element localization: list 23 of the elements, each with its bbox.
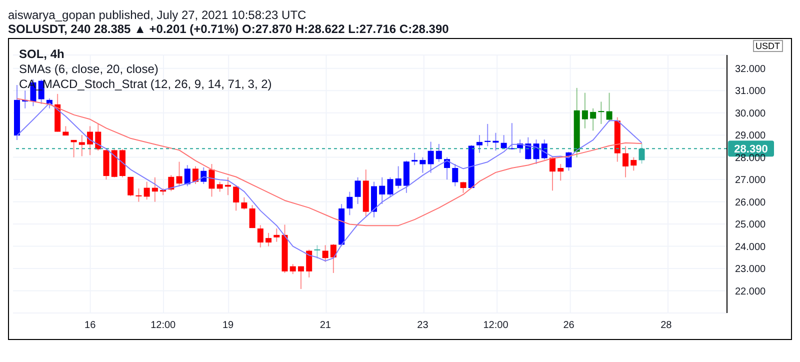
x-tick-label: 19 [222,320,234,332]
text: SOLUSDT, 240 28.385 ▲ +0.201 (+0.71%) O:27.870 H:28.622 L:27.716 C:28.390 [8,22,450,36]
y-tick-label: 29.000 [735,130,766,142]
y-tick-label: 25.000 [735,220,766,231]
y-tick-label: 26.000 [735,197,766,208]
x-tick-label: 28 [660,320,672,332]
annotation: SMAs (6, close, 20, close) [19,62,160,77]
y-tick-label: 32.000 [735,64,766,75]
y-tick-label: 23.000 [735,264,766,276]
x-tick-label: 12:00 [483,320,509,332]
y-tick-label: 22.000 [735,286,766,298]
x-tick-label: 23 [417,320,429,332]
text: aiswarya_gopan published, July 27, 2021 10:58:23 UTC [8,8,308,22]
y-tick-label: 27.000 [735,175,766,186]
chart-title: SOL, 4h [19,47,66,62]
y-tick-label: 24.000 [735,242,766,253]
y-tick-label: 31.000 [735,86,766,98]
x-tick-label: 21 [320,320,332,332]
x-tick-label: 12:00 [150,320,176,332]
x-tick-label: 16 [84,320,96,332]
y-tick-label: 30.000 [735,108,766,120]
x-tick-label: 26 [563,320,575,332]
y-axis-title: USDT [752,40,783,52]
